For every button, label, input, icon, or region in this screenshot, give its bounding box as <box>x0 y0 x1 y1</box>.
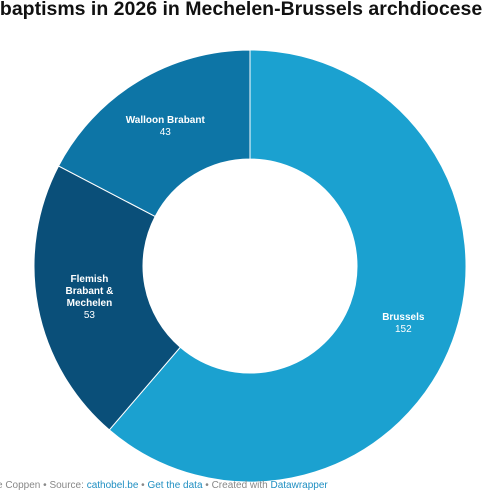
slice-label-name: Flemish <box>71 274 109 285</box>
slice-label-name: Brussels <box>382 312 425 323</box>
slice-label-value: 53 <box>84 310 96 321</box>
footer-source-label: Source: <box>49 480 87 491</box>
get-data-link[interactable]: Get the data <box>147 480 203 491</box>
footer-separator: • <box>202 480 212 491</box>
footer: ke Coppen • Source: cathobel.be • Get th… <box>0 480 328 491</box>
slice-walloon-brabant[interactable] <box>57 49 251 218</box>
slice-label: Brussels 152 <box>382 312 425 335</box>
footer-author: ke Coppen <box>0 480 41 491</box>
chart-title: t baptisms in 2026 in Mechelen-Brussels … <box>0 0 483 20</box>
datawrapper-link[interactable]: Datawrapper <box>270 480 328 491</box>
slice-label-value: 152 <box>395 324 412 335</box>
footer-created-with: Created with <box>211 480 271 491</box>
slice-flemish-brabant-mechelen[interactable] <box>33 165 182 431</box>
slice-label: Flemish Brabant & Mechelen 53 <box>66 274 114 321</box>
slice-label-name: Mechelen <box>67 298 113 309</box>
slice-label: Walloon Brabant 43 <box>126 115 206 138</box>
footer-separator: • <box>40 480 50 491</box>
footer-separator: • <box>138 480 148 491</box>
slice-brussels[interactable] <box>108 49 467 483</box>
slice-label-name: Brabant & <box>66 286 114 297</box>
source-link[interactable]: cathobel.be <box>86 480 139 491</box>
slice-label-value: 43 <box>160 127 172 138</box>
slice-label-name: Walloon Brabant <box>126 115 206 126</box>
